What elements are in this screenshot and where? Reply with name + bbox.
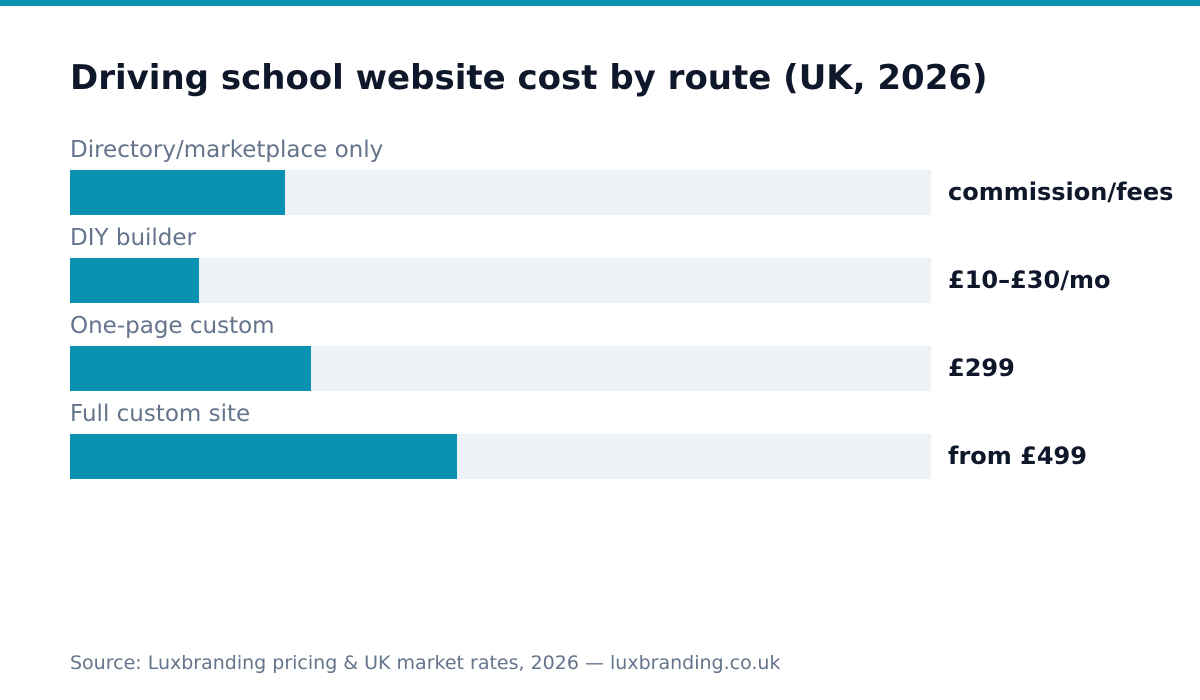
bar-chart: Directory/marketplace only commission/fe… bbox=[70, 134, 1180, 486]
data-label: £10–£30/mo bbox=[948, 266, 1111, 294]
bar-row: One-page custom £299 bbox=[70, 310, 1180, 398]
bar-track bbox=[70, 346, 931, 391]
bar-track bbox=[70, 434, 931, 479]
category-label: DIY builder bbox=[70, 225, 197, 251]
source-note: Source: Luxbranding pricing & UK market … bbox=[70, 652, 781, 674]
category-label: Full custom site bbox=[70, 401, 251, 427]
data-label: from £499 bbox=[948, 442, 1087, 470]
bar-row: DIY builder £10–£30/mo bbox=[70, 222, 1180, 310]
bar bbox=[70, 258, 199, 303]
category-label: Directory/marketplace only bbox=[70, 137, 384, 163]
bar-track bbox=[70, 258, 931, 303]
bar-track bbox=[70, 170, 931, 215]
top-accent-rule bbox=[0, 0, 1200, 6]
bar bbox=[70, 346, 311, 391]
data-label: £299 bbox=[948, 354, 1015, 382]
bar-row: Full custom site from £499 bbox=[70, 398, 1180, 486]
chart-title: Driving school website cost by route (UK… bbox=[70, 58, 988, 98]
category-label: One-page custom bbox=[70, 313, 275, 339]
data-label: commission/fees bbox=[948, 178, 1174, 206]
bar bbox=[70, 170, 285, 215]
bar-row: Directory/marketplace only commission/fe… bbox=[70, 134, 1180, 222]
bar bbox=[70, 434, 457, 479]
